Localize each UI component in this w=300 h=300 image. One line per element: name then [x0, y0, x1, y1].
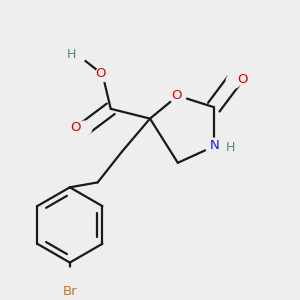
Circle shape — [74, 51, 85, 62]
Circle shape — [206, 138, 222, 154]
Text: H: H — [226, 141, 236, 154]
Circle shape — [226, 74, 241, 88]
Circle shape — [169, 88, 186, 104]
Text: Br: Br — [62, 284, 77, 298]
Circle shape — [95, 67, 110, 82]
Circle shape — [224, 139, 236, 151]
Text: O: O — [172, 88, 182, 102]
Circle shape — [77, 121, 92, 136]
Text: O: O — [96, 67, 106, 80]
Circle shape — [57, 268, 82, 293]
Text: N: N — [210, 139, 219, 152]
Text: H: H — [67, 48, 76, 61]
Text: O: O — [237, 73, 248, 86]
Text: O: O — [70, 121, 81, 134]
